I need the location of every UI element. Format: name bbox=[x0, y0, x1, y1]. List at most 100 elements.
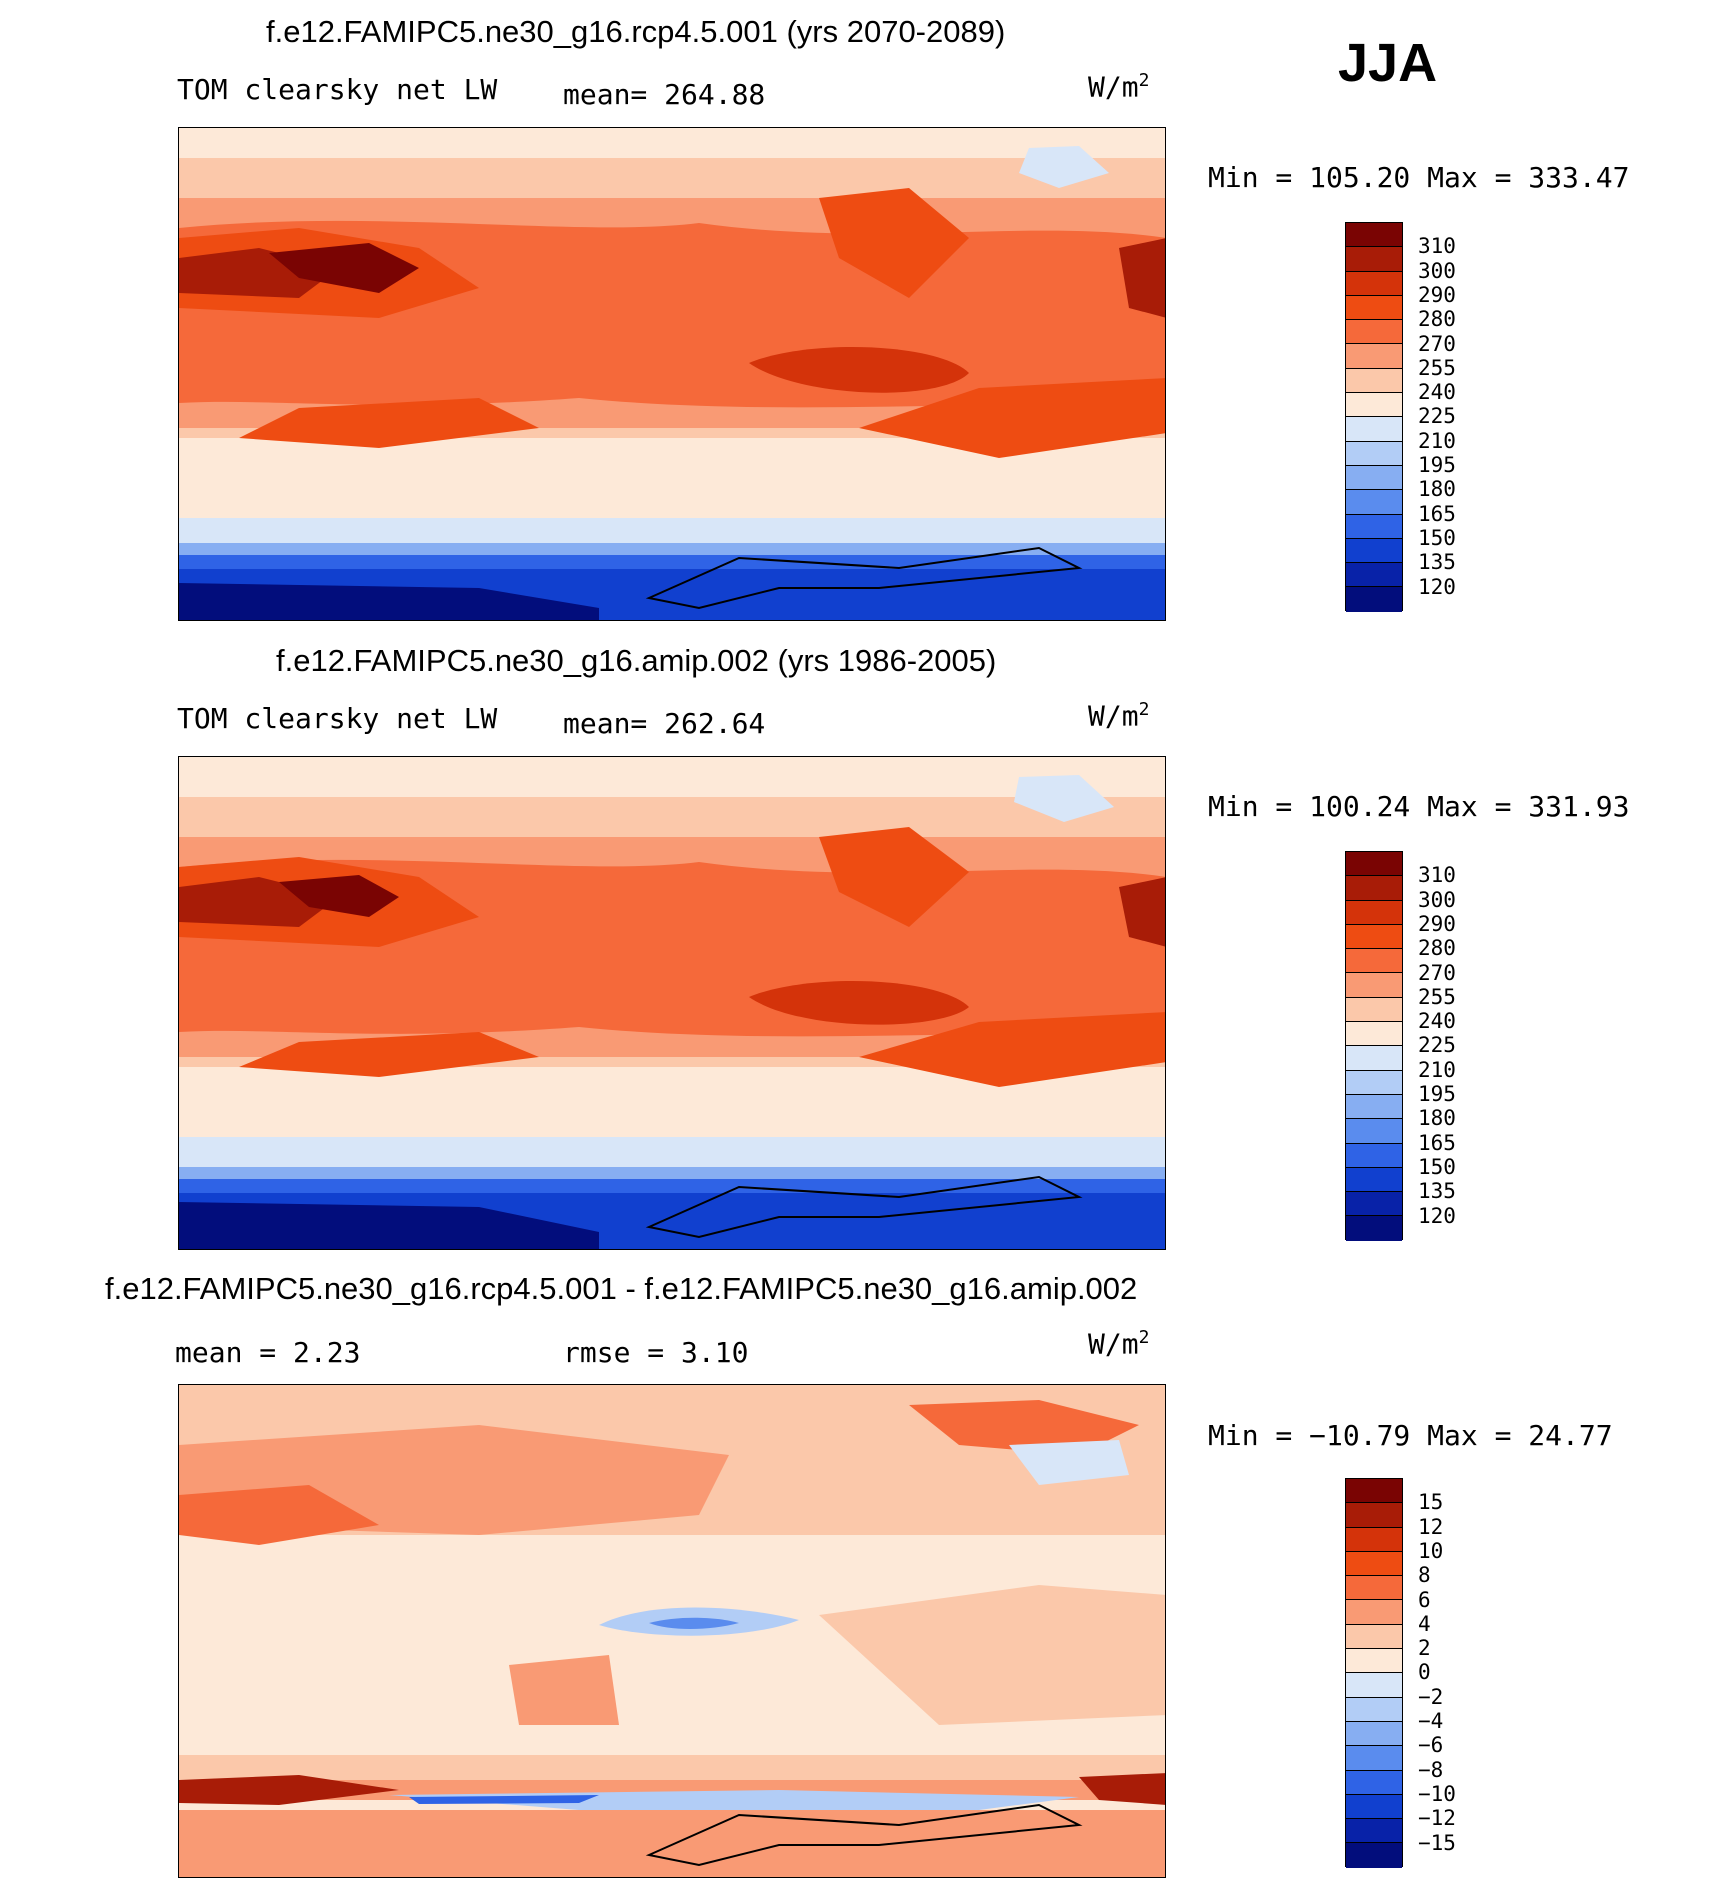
colorbar-segment bbox=[1346, 271, 1402, 296]
colorbar-tick-label: 270 bbox=[1418, 960, 1456, 985]
colorbar-tick-label: 15 bbox=[1418, 1490, 1444, 1515]
panel-2-units: W/m2 bbox=[1088, 699, 1150, 733]
colorbar-segment bbox=[1346, 924, 1402, 950]
colorbar-segment bbox=[1346, 441, 1402, 466]
panel-1-variable-label: TOM clearsky net LW bbox=[177, 73, 498, 106]
colorbar-segment bbox=[1346, 1600, 1402, 1625]
colorbar-tick-label: 195 bbox=[1418, 453, 1456, 477]
panel-3-map bbox=[178, 1384, 1166, 1878]
panel-2-map bbox=[178, 756, 1166, 1250]
colorbar-segment bbox=[1346, 538, 1402, 564]
colorbar-tick-label: −8 bbox=[1418, 1757, 1444, 1782]
colorbar-tick-label: 225 bbox=[1418, 404, 1456, 429]
colorbar-tick-label: 240 bbox=[1418, 1009, 1456, 1034]
colorbar-segment bbox=[1346, 1697, 1402, 1722]
colorbar-segment bbox=[1346, 1479, 1402, 1504]
colorbar-segment bbox=[1346, 465, 1402, 491]
colorbar-segment bbox=[1346, 514, 1402, 539]
colorbar-tick-label: 240 bbox=[1418, 380, 1456, 405]
colorbar-segment bbox=[1346, 1143, 1402, 1168]
panel-2-contour-field bbox=[179, 757, 1165, 1249]
colorbar-tick-label: −15 bbox=[1418, 1830, 1456, 1855]
colorbar-tick-label: 225 bbox=[1418, 1033, 1456, 1058]
colorbar-tick-label: 0 bbox=[1418, 1660, 1431, 1685]
colorbar-segment bbox=[1346, 852, 1402, 877]
panel-3-units: W/m2 bbox=[1088, 1327, 1150, 1361]
colorbar-tick-label: 210 bbox=[1418, 428, 1456, 453]
colorbar-segment bbox=[1346, 1673, 1402, 1698]
colorbar-segment bbox=[1346, 1094, 1402, 1120]
panel-1-units: W/m2 bbox=[1088, 70, 1150, 104]
colorbar-tick-label: 150 bbox=[1418, 1154, 1456, 1179]
colorbar-tick-label: 135 bbox=[1418, 1179, 1456, 1204]
colorbar-segment bbox=[1346, 344, 1402, 369]
colorbar-segment bbox=[1346, 1746, 1402, 1771]
panel-3-rmse-label: rmse = 3.10 bbox=[563, 1336, 749, 1369]
colorbar-segment bbox=[1346, 1770, 1402, 1795]
colorbar-segment bbox=[1346, 1167, 1402, 1193]
colorbar-tick-label: 290 bbox=[1418, 911, 1456, 936]
colorbar-segment bbox=[1346, 1843, 1402, 1868]
panel-1-colorbar bbox=[1345, 222, 1403, 612]
colorbar-tick-label: 2 bbox=[1418, 1636, 1431, 1661]
colorbar-tick-label: −12 bbox=[1418, 1806, 1456, 1831]
colorbar-segment bbox=[1346, 1576, 1402, 1601]
panel-1-title: f.e12.FAMIPC5.ne30_g16.rcp4.5.001 (yrs 2… bbox=[266, 14, 1006, 49]
colorbar-tick-label: 300 bbox=[1418, 887, 1456, 912]
panel-3-minmax: Min = −10.79 Max = 24.77 bbox=[1208, 1419, 1613, 1452]
colorbar-tick-label: 290 bbox=[1418, 282, 1456, 307]
colorbar-segment bbox=[1346, 1046, 1402, 1071]
colorbar-tick-label: 255 bbox=[1418, 355, 1456, 380]
colorbar-segment bbox=[1346, 223, 1402, 248]
panel-1-mean-label: mean= 264.88 bbox=[563, 78, 766, 111]
panel-3-title: f.e12.FAMIPC5.ne30_g16.rcp4.5.001 - f.e1… bbox=[105, 1271, 1138, 1306]
colorbar-tick-label: −2 bbox=[1418, 1684, 1444, 1709]
panel-3-colorbar bbox=[1345, 1478, 1403, 1868]
colorbar-tick-label: 120 bbox=[1418, 1203, 1456, 1228]
colorbar-segment bbox=[1346, 1216, 1402, 1241]
colorbar-segment bbox=[1346, 320, 1402, 345]
colorbar-segment bbox=[1346, 1527, 1402, 1552]
colorbar-tick-label: 210 bbox=[1418, 1057, 1456, 1082]
colorbar-segment bbox=[1346, 417, 1402, 442]
colorbar-segment bbox=[1346, 997, 1402, 1023]
colorbar-segment bbox=[1346, 900, 1402, 925]
colorbar-segment bbox=[1346, 1794, 1402, 1820]
colorbar-tick-label: 165 bbox=[1418, 501, 1456, 526]
colorbar-tick-label: 180 bbox=[1418, 477, 1456, 502]
colorbar-segment bbox=[1346, 1624, 1402, 1650]
panel-1-contour-field bbox=[179, 128, 1165, 620]
season-label: JJA bbox=[1338, 33, 1438, 93]
colorbar-tick-label: 180 bbox=[1418, 1106, 1456, 1131]
colorbar-tick-label: 310 bbox=[1418, 863, 1456, 888]
colorbar-segment bbox=[1346, 1649, 1402, 1674]
colorbar-segment bbox=[1346, 1721, 1402, 1747]
colorbar-segment bbox=[1346, 949, 1402, 974]
colorbar-tick-label: 280 bbox=[1418, 936, 1456, 961]
colorbar-tick-label: 300 bbox=[1418, 258, 1456, 283]
colorbar-tick-label: 270 bbox=[1418, 331, 1456, 356]
colorbar-tick-label: 8 bbox=[1418, 1563, 1431, 1588]
colorbar-segment bbox=[1346, 1022, 1402, 1047]
colorbar-tick-label: −10 bbox=[1418, 1781, 1456, 1806]
colorbar-segment bbox=[1346, 490, 1402, 515]
colorbar-segment bbox=[1346, 295, 1402, 321]
colorbar-tick-label: 310 bbox=[1418, 234, 1456, 259]
colorbar-segment bbox=[1346, 368, 1402, 394]
colorbar-segment bbox=[1346, 1070, 1402, 1095]
colorbar-tick-label: 280 bbox=[1418, 307, 1456, 332]
colorbar-segment bbox=[1346, 1192, 1402, 1217]
colorbar-tick-label: 6 bbox=[1418, 1587, 1431, 1612]
colorbar-tick-label: −6 bbox=[1418, 1733, 1444, 1758]
panel-3-mean-label: mean = 2.23 bbox=[175, 1336, 361, 1369]
colorbar-tick-label: −4 bbox=[1418, 1709, 1444, 1733]
colorbar-tick-label: 195 bbox=[1418, 1082, 1456, 1106]
panel-2-mean-label: mean= 262.64 bbox=[563, 707, 766, 740]
colorbar-segment bbox=[1346, 876, 1402, 901]
colorbar-tick-label: 255 bbox=[1418, 984, 1456, 1009]
colorbar-segment bbox=[1346, 587, 1402, 612]
colorbar-tick-label: 165 bbox=[1418, 1130, 1456, 1155]
panel-2-variable-label: TOM clearsky net LW bbox=[177, 702, 498, 735]
panel-2-minmax: Min = 100.24 Max = 331.93 bbox=[1208, 790, 1630, 823]
colorbar-segment bbox=[1346, 1503, 1402, 1528]
